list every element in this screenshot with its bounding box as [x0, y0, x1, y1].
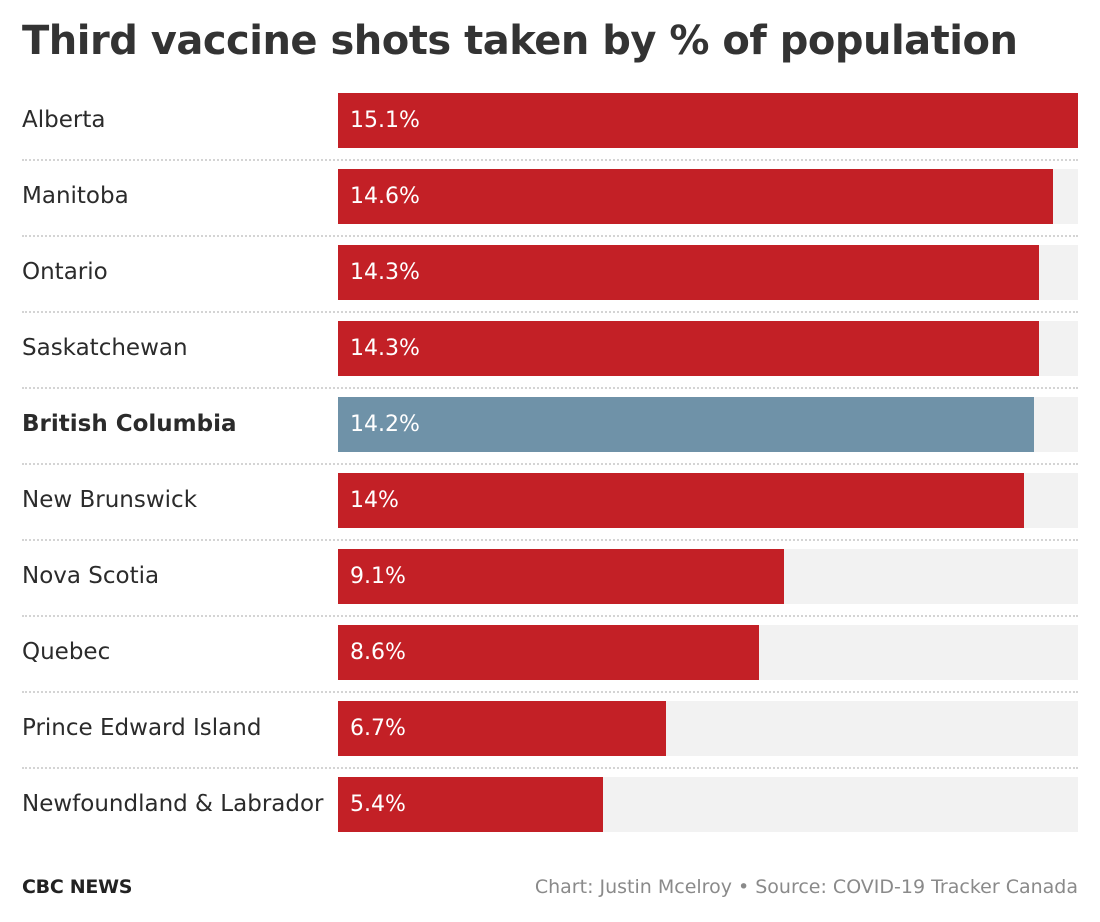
- bar: 14.3%: [338, 321, 1039, 376]
- category-label: Ontario: [22, 259, 108, 285]
- chart-title: Third vaccine shots taken by % of popula…: [22, 18, 1018, 64]
- bar-row: Ontario 14.3%: [0, 245, 1100, 321]
- bar-value-label: 14.6%: [350, 184, 420, 209]
- bar: 14%: [338, 473, 1024, 528]
- bar-value-label: 14.2%: [350, 412, 420, 437]
- bar-row: British Columbia 14.2%: [0, 397, 1100, 473]
- bar-row: Nova Scotia 9.1%: [0, 549, 1100, 625]
- bar: 14.6%: [338, 169, 1053, 224]
- bar-value-label: 15.1%: [350, 108, 420, 133]
- bar: 15.1%: [338, 93, 1078, 148]
- bar-track: 8.6%: [338, 625, 1078, 680]
- category-label: New Brunswick: [22, 487, 198, 513]
- bar-row: New Brunswick 14%: [0, 473, 1100, 549]
- bar-track: 6.7%: [338, 701, 1078, 756]
- bar: 14.2%: [338, 397, 1034, 452]
- row-divider: [22, 387, 1078, 389]
- bar-track: 14.6%: [338, 169, 1078, 224]
- bar-row: Newfoundland & Labrador 5.4%: [0, 777, 1100, 853]
- bar: 14.3%: [338, 245, 1039, 300]
- category-label: British Columbia: [22, 411, 237, 437]
- bar: 5.4%: [338, 777, 603, 832]
- category-label: Saskatchewan: [22, 335, 188, 361]
- row-divider: [22, 615, 1078, 617]
- category-label: Manitoba: [22, 183, 129, 209]
- bar-chart: Alberta 15.1% Manitoba 14.6% Ontario 14.3% Sas…: [0, 93, 1100, 853]
- bar-row: Alberta 15.1%: [0, 93, 1100, 169]
- row-divider: [22, 159, 1078, 161]
- bar-track: 9.1%: [338, 549, 1078, 604]
- cbc-news-logo: CBC NEWS: [22, 876, 133, 898]
- category-label: Prince Edward Island: [22, 715, 262, 741]
- bar-track: 14%: [338, 473, 1078, 528]
- row-divider: [22, 235, 1078, 237]
- bar-row: Prince Edward Island 6.7%: [0, 701, 1100, 777]
- category-label: Quebec: [22, 639, 111, 665]
- category-label: Nova Scotia: [22, 563, 160, 589]
- bar-value-label: 8.6%: [350, 640, 406, 665]
- bar: 9.1%: [338, 549, 784, 604]
- bar-value-label: 14%: [350, 488, 399, 513]
- category-label: Alberta: [22, 107, 106, 133]
- chart-footer: CBC NEWS Chart: Justin Mcelroy • Source:…: [22, 874, 1078, 904]
- bar-row: Quebec 8.6%: [0, 625, 1100, 701]
- row-divider: [22, 463, 1078, 465]
- row-divider: [22, 311, 1078, 313]
- bar-track: 15.1%: [338, 93, 1078, 148]
- bar: 6.7%: [338, 701, 666, 756]
- bar-track: 14.3%: [338, 321, 1078, 376]
- bar-value-label: 14.3%: [350, 260, 420, 285]
- bar-row: Saskatchewan 14.3%: [0, 321, 1100, 397]
- row-divider: [22, 539, 1078, 541]
- bar-value-label: 6.7%: [350, 716, 406, 741]
- row-divider: [22, 691, 1078, 693]
- bar-row: Manitoba 14.6%: [0, 169, 1100, 245]
- bar-track: 14.2%: [338, 397, 1078, 452]
- bar: 8.6%: [338, 625, 759, 680]
- bar-value-label: 14.3%: [350, 336, 420, 361]
- bar-value-label: 9.1%: [350, 564, 406, 589]
- row-divider: [22, 767, 1078, 769]
- bar-track: 14.3%: [338, 245, 1078, 300]
- bar-track: 5.4%: [338, 777, 1078, 832]
- category-label: Newfoundland & Labrador: [22, 791, 324, 817]
- chart-credit: Chart: Justin Mcelroy • Source: COVID-19…: [534, 876, 1078, 898]
- bar-value-label: 5.4%: [350, 792, 406, 817]
